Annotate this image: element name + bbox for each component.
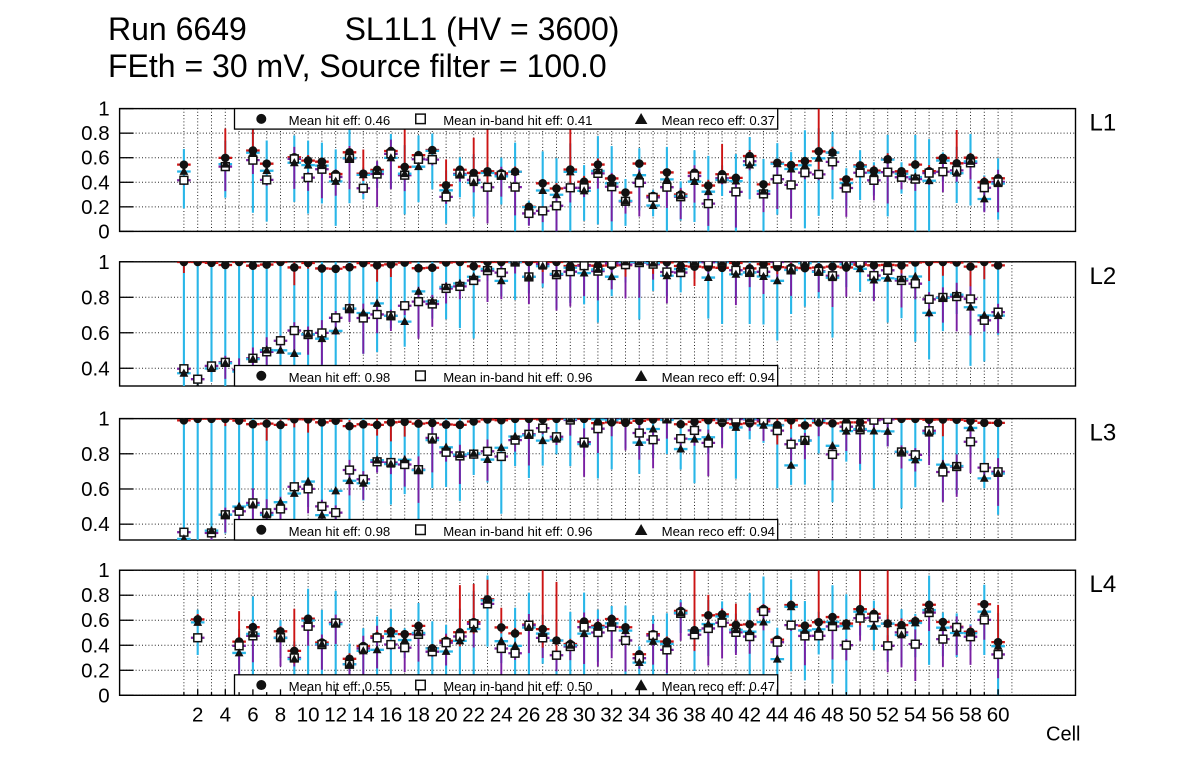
svg-text:14: 14 bbox=[352, 703, 375, 726]
svg-text:L2: L2 bbox=[1090, 263, 1117, 290]
svg-text:Mean in-band hit eff: 0.96: Mean in-band hit eff: 0.96 bbox=[443, 370, 592, 385]
svg-text:40: 40 bbox=[711, 703, 734, 726]
svg-text:0.4: 0.4 bbox=[81, 634, 110, 657]
svg-text:0.6: 0.6 bbox=[81, 322, 110, 345]
svg-text:0.6: 0.6 bbox=[81, 609, 110, 632]
svg-text:0.4: 0.4 bbox=[81, 171, 110, 194]
svg-text:1: 1 bbox=[98, 251, 109, 274]
svg-text:Mean in-band hit eff: 0.41: Mean in-band hit eff: 0.41 bbox=[443, 113, 592, 128]
svg-text:0.2: 0.2 bbox=[81, 659, 110, 682]
svg-text:46: 46 bbox=[793, 703, 816, 726]
svg-text:6: 6 bbox=[247, 703, 258, 726]
svg-text:L3: L3 bbox=[1090, 420, 1117, 447]
svg-text:0.4: 0.4 bbox=[81, 357, 110, 380]
svg-text:0.2: 0.2 bbox=[81, 196, 110, 219]
svg-text:Mean reco eff: 0.94: Mean reco eff: 0.94 bbox=[662, 524, 775, 539]
svg-text:Mean reco eff: 0.47: Mean reco eff: 0.47 bbox=[662, 679, 775, 694]
svg-text:1: 1 bbox=[98, 559, 109, 582]
svg-text:36: 36 bbox=[655, 703, 678, 726]
svg-text:0.8: 0.8 bbox=[81, 286, 110, 309]
svg-text:28: 28 bbox=[545, 703, 568, 726]
svg-text:52: 52 bbox=[876, 703, 899, 726]
svg-text:58: 58 bbox=[959, 703, 982, 726]
svg-text:Mean in-band hit eff: 0.96: Mean in-band hit eff: 0.96 bbox=[443, 524, 592, 539]
svg-text:18: 18 bbox=[407, 703, 430, 726]
svg-text:Cell: Cell bbox=[1046, 723, 1080, 745]
svg-text:22: 22 bbox=[462, 703, 485, 726]
svg-text:34: 34 bbox=[628, 703, 651, 726]
svg-text:0.8: 0.8 bbox=[81, 584, 110, 607]
svg-text:30: 30 bbox=[573, 703, 596, 726]
svg-text:1: 1 bbox=[98, 98, 109, 121]
svg-text:8: 8 bbox=[275, 703, 286, 726]
svg-text:L4: L4 bbox=[1090, 571, 1117, 598]
svg-text:32: 32 bbox=[600, 703, 623, 726]
svg-text:0.4: 0.4 bbox=[81, 513, 110, 536]
svg-text:Mean hit eff: 0.98: Mean hit eff: 0.98 bbox=[289, 524, 391, 539]
svg-text:Mean hit eff: 0.55: Mean hit eff: 0.55 bbox=[289, 679, 391, 694]
svg-text:0.6: 0.6 bbox=[81, 147, 110, 170]
svg-text:20: 20 bbox=[435, 703, 458, 726]
svg-text:Mean hit eff: 0.46: Mean hit eff: 0.46 bbox=[289, 113, 391, 128]
svg-text:16: 16 bbox=[379, 703, 402, 726]
svg-text:38: 38 bbox=[683, 703, 706, 726]
svg-text:60: 60 bbox=[987, 703, 1010, 726]
svg-text:0: 0 bbox=[98, 220, 109, 243]
svg-text:Mean reco eff: 0.37: Mean reco eff: 0.37 bbox=[662, 113, 775, 128]
svg-text:24: 24 bbox=[490, 703, 513, 726]
svg-text:42: 42 bbox=[738, 703, 761, 726]
svg-text:48: 48 bbox=[821, 703, 844, 726]
svg-text:Mean in-band hit eff: 0.50: Mean in-band hit eff: 0.50 bbox=[443, 679, 592, 694]
svg-text:4: 4 bbox=[220, 703, 231, 726]
svg-text:12: 12 bbox=[324, 703, 347, 726]
svg-text:Mean hit eff: 0.98: Mean hit eff: 0.98 bbox=[289, 370, 391, 385]
svg-text:26: 26 bbox=[517, 703, 540, 726]
svg-text:2: 2 bbox=[192, 703, 203, 726]
svg-text:0.6: 0.6 bbox=[81, 478, 110, 501]
svg-text:0: 0 bbox=[98, 684, 109, 707]
svg-text:50: 50 bbox=[849, 703, 872, 726]
svg-text:54: 54 bbox=[904, 703, 927, 726]
svg-text:56: 56 bbox=[931, 703, 954, 726]
svg-text:0.8: 0.8 bbox=[81, 443, 110, 466]
svg-text:Mean reco eff: 0.94: Mean reco eff: 0.94 bbox=[662, 370, 775, 385]
svg-text:1: 1 bbox=[98, 408, 109, 431]
svg-text:44: 44 bbox=[766, 703, 789, 726]
svg-text:0.8: 0.8 bbox=[81, 122, 110, 145]
svg-text:L1: L1 bbox=[1090, 110, 1117, 137]
svg-text:10: 10 bbox=[297, 703, 320, 726]
